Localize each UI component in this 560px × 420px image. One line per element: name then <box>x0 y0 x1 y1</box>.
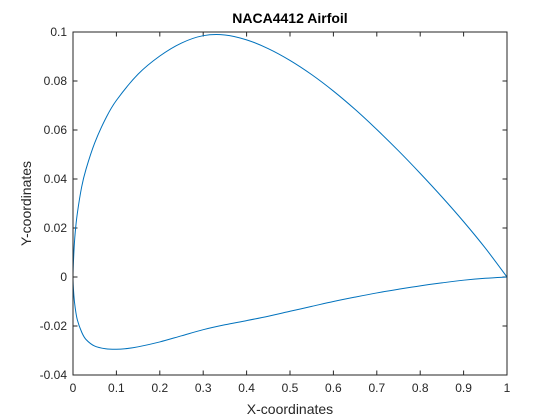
x-tick-label: 1 <box>504 381 511 395</box>
y-tick-label: 0.08 <box>44 74 68 88</box>
plot-area <box>73 32 507 375</box>
y-tick-label: 0.06 <box>44 123 68 137</box>
x-tick-label: 0.4 <box>238 381 255 395</box>
y-axis-label: Y-coordinates <box>18 161 34 246</box>
y-tick-label: 0 <box>60 270 67 284</box>
x-tick-label: 0.6 <box>325 381 342 395</box>
x-tick-label: 0 <box>70 381 77 395</box>
x-tick-label: 0.3 <box>195 381 212 395</box>
x-tick-label: 0.2 <box>151 381 168 395</box>
x-tick-label: 0.7 <box>368 381 385 395</box>
axes-box <box>72 31 508 376</box>
x-axis-ticks: 0 0.1 0.2 0.3 0.4 0.5 0.6 0.7 0.8 0.9 1 <box>70 32 511 395</box>
x-tick-label: 0.5 <box>282 381 299 395</box>
x-tick-label: 0.8 <box>412 381 429 395</box>
y-tick-label: -0.02 <box>40 319 68 333</box>
x-tick-label: 0.1 <box>108 381 125 395</box>
x-tick-label: 0.9 <box>455 381 472 395</box>
y-tick-label: -0.04 <box>40 368 68 382</box>
y-tick-label: 0.1 <box>50 25 67 39</box>
y-tick-label: 0.02 <box>44 221 68 235</box>
y-tick-label: 0.04 <box>44 172 68 186</box>
x-axis-label: X-coordinates <box>247 401 333 417</box>
y-axis-ticks: -0.04 -0.02 0 0.02 0.04 0.06 0.08 0.1 <box>40 25 507 382</box>
chart-title: NACA4412 Airfoil <box>232 10 347 26</box>
